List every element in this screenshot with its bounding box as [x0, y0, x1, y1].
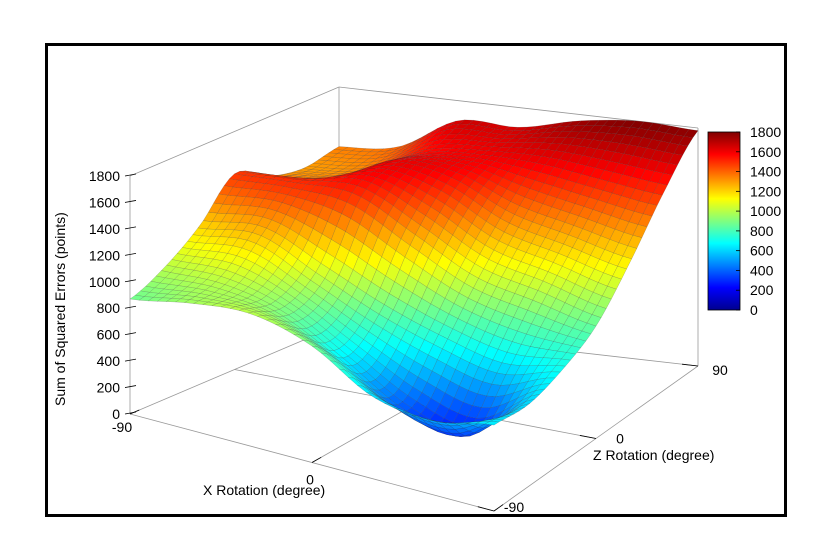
z-tick-mark: [124, 173, 137, 177]
x-tick-label: 0: [306, 472, 314, 488]
z-tick-label: 800: [97, 300, 121, 316]
z-tick-label: 0: [112, 406, 120, 422]
y-tick-mark: [579, 435, 597, 439]
z-tick-mark: [124, 226, 137, 230]
colorbar-tick-label: 400: [750, 262, 774, 278]
colorbar-tick-label: 600: [750, 243, 774, 259]
x-axis-title: X Rotation (degree): [203, 482, 325, 498]
z-axis-title: Sum of Squared Errors (points): [52, 212, 68, 406]
z-tick-label: 1600: [89, 194, 120, 210]
x-tick-mark: [129, 409, 140, 415]
z-tick-label: 200: [97, 380, 121, 396]
colorbar-gradient: [707, 131, 741, 311]
z-tick-label: 1200: [89, 247, 120, 263]
colorbar: 0 200 400 600 800 1000 1200 1400 1600 1800: [707, 124, 781, 318]
colorbar-tick-label: 1600: [750, 144, 781, 160]
y-axis-title: Z Rotation (degree): [593, 447, 714, 463]
z-tick-label: 1000: [89, 274, 120, 290]
z-tick-mark: [124, 200, 137, 203]
x-tick-mark: [493, 504, 504, 512]
x-tick-label: -90: [112, 419, 132, 435]
colorbar-tick-label: 1800: [750, 124, 781, 140]
y-axis: -90 0 90: [477, 362, 728, 514]
z-tick-mark: [124, 279, 137, 283]
z-tick-mark: [124, 358, 137, 362]
colorbar-tick-label: 1400: [750, 164, 781, 180]
colorbar-tick-label: 800: [750, 223, 774, 239]
colorbar-tick-label: 200: [750, 282, 774, 298]
z-axis: 0 200 400 600 800 1000 1200 1400 1600 1800: [89, 168, 137, 422]
y-tick-mark: [681, 363, 699, 367]
colorbar-tick-label: 1200: [750, 183, 781, 199]
z-tick-mark: [124, 252, 137, 256]
surface-cell: [484, 421, 500, 426]
z-tick-label: 600: [97, 327, 121, 343]
surface-mesh: [129, 119, 699, 437]
y-tick-label: 0: [616, 431, 624, 447]
z-tick-mark: [124, 332, 137, 336]
colorbar-tick-label: 0: [750, 302, 758, 318]
box-edge-top-left: [129, 86, 340, 177]
z-tick-mark: [124, 305, 137, 309]
y-tick-label: -90: [504, 499, 524, 514]
y-tick-label: 90: [712, 362, 728, 378]
z-tick-label: 1400: [89, 221, 120, 237]
z-tick-mark: [124, 385, 137, 388]
z-tick-label: 400: [97, 353, 121, 369]
colorbar-tick-label: 1000: [750, 203, 781, 219]
y-tick-mark: [477, 506, 495, 512]
z-tick-label: 1800: [89, 168, 120, 184]
x-tick-mark: [311, 456, 322, 463]
